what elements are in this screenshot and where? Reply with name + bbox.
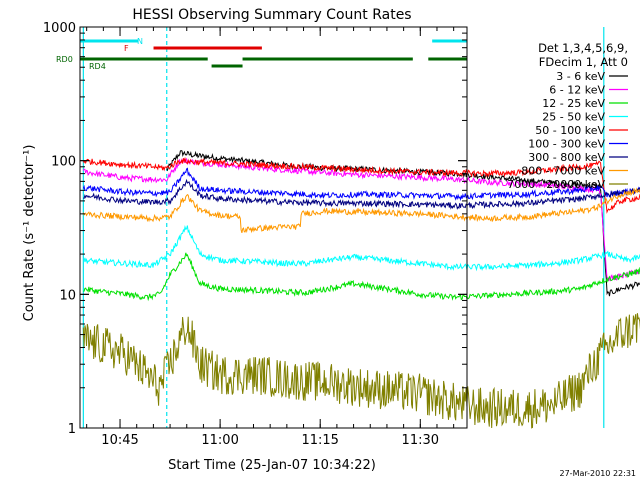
flag-label-rd4: RD4 <box>89 62 106 71</box>
x-tick-label: 11:30 <box>402 433 439 448</box>
legend-label: 25 - 50 keV <box>542 111 605 124</box>
flag-label-f: F <box>124 44 129 53</box>
y-tick-label: 100 <box>51 155 76 170</box>
legend-header-line: Det 1,3,4,5,6,9, <box>538 41 628 55</box>
series-line-4 <box>82 156 640 214</box>
series-line-6 <box>83 178 640 210</box>
legend-label: 3 - 6 keV <box>556 70 605 83</box>
legend-layer: Det 1,3,4,5,6,9,FDecim 1, Att 03 - 6 keV… <box>507 41 628 191</box>
x-tick-label: 10:45 <box>101 433 138 448</box>
footer-date: 27-Mar-2010 22:31 <box>560 469 637 478</box>
plot-layer: NF RD0 RD4 <box>56 27 640 429</box>
legend-label: 50 - 100 keV <box>535 124 605 137</box>
x-axis-label: Start Time (25-Jan-07 10:34:22) <box>168 458 376 473</box>
series-line-3 <box>83 225 640 272</box>
legend-label: 800 - 7000 keV <box>521 165 605 178</box>
y-tick-label: 10 <box>59 288 76 303</box>
plot-frame <box>79 26 468 429</box>
legend-label: 100 - 300 keV <box>528 138 605 151</box>
flag-label-rd0: RD0 <box>56 55 73 64</box>
series-line-7 <box>82 187 640 234</box>
axis-layer: 1 10 100 1000 10:45 11:00 11:15 11:30 <box>43 21 468 448</box>
legend-label: 6 - 12 keV <box>549 84 605 97</box>
chart-title: HESSI Observing Summary Count Rates <box>132 7 411 23</box>
legend-label: 12 - 25 keV <box>542 97 605 110</box>
legend-label: 300 - 800 keV <box>528 151 605 164</box>
y-tick-label: 1 <box>68 422 76 437</box>
legend-header-line: FDecim 1, Att 0 <box>539 55 628 69</box>
series-line-8 <box>82 313 640 429</box>
flag-label-n: N <box>137 37 143 46</box>
y-axis-label: Count Rate (s⁻¹ detector⁻¹) <box>22 145 37 322</box>
x-tick-label: 11:15 <box>301 433 338 448</box>
x-tick-label: 11:00 <box>201 433 238 448</box>
series-line-2 <box>83 252 640 302</box>
series-line-5 <box>82 167 640 202</box>
legend-label: 7000 - 20000 keV <box>507 178 605 191</box>
y-tick-label: 1000 <box>43 21 76 36</box>
